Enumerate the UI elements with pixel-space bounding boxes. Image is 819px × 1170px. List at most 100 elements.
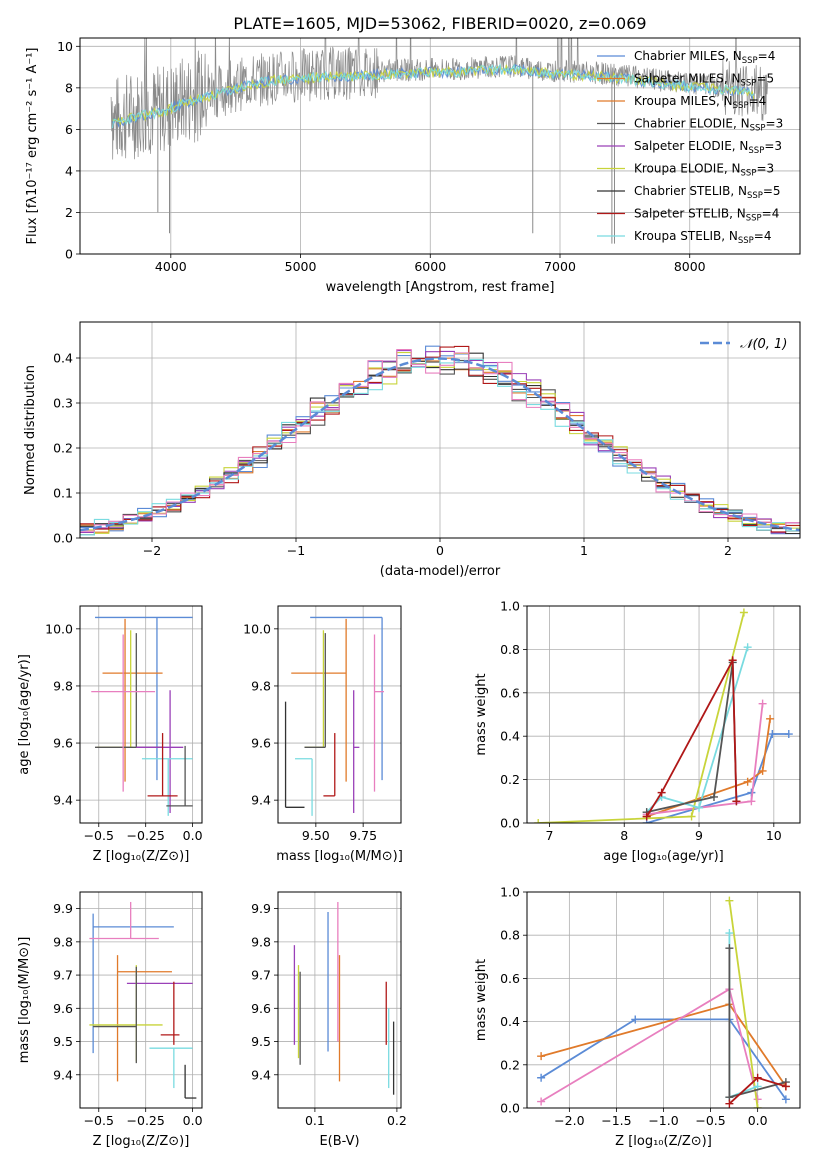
x-tick-label: 0 xyxy=(436,543,444,558)
mass-weight-series-line xyxy=(728,900,759,1108)
data-point-marker xyxy=(695,803,704,812)
data-point-marker xyxy=(739,608,748,617)
figure-title: PLATE=1605, MJD=53062, FIBERID=0020, z=0… xyxy=(233,14,646,33)
data-point-marker xyxy=(534,819,543,823)
x-tick-label: −1 xyxy=(287,543,305,558)
axes-frame xyxy=(277,605,402,824)
x-tick-label: 7000 xyxy=(544,259,576,274)
x-axis-label: (data-model)/error xyxy=(380,564,501,579)
data-point-marker xyxy=(766,714,775,723)
x-tick-label: −2 xyxy=(143,543,161,558)
x-tick-label: 10 xyxy=(766,828,782,843)
x-axis-label: Z [log₁₀(Z/Z⊙)] xyxy=(93,849,190,864)
x-tick-label: 7 xyxy=(545,828,553,843)
x-tick-label: 0.0 xyxy=(748,1113,768,1128)
data-point-marker xyxy=(758,766,767,775)
data-point-marker xyxy=(725,944,734,953)
y-tick-label: 0.4 xyxy=(500,1014,520,1029)
x-tick-label: −1.0 xyxy=(648,1113,678,1128)
x-tick-label: 1 xyxy=(580,543,588,558)
x-tick-label: −0.5 xyxy=(84,1113,114,1128)
data-point-marker xyxy=(728,656,737,665)
y-tick-label: 0.4 xyxy=(500,729,520,744)
y-tick-label: 0 xyxy=(65,247,73,262)
age-vs-mass-chart: 9.50 9.75 9.4 9.6 9.8 10.0 mass [log₁₀(M/M⊙)] xyxy=(243,605,403,864)
y-tick-label: 9.5 xyxy=(251,1034,271,1049)
y-tick-label: 9.9 xyxy=(53,901,73,916)
histogram-series-line xyxy=(80,345,800,533)
legend-entry: Kroupa ELODIE, NSSP=3 xyxy=(634,162,774,179)
data-point-marker xyxy=(784,730,793,739)
plot-area xyxy=(89,901,197,1099)
data-point-marker xyxy=(743,643,752,652)
legend-entry: Kroupa STELIB, NSSP=4 xyxy=(634,229,772,246)
data-point-marker xyxy=(781,1095,790,1104)
plot-area xyxy=(534,608,793,823)
x-axis-label: Z [log₁₀(Z/Z⊙)] xyxy=(93,1134,190,1149)
y-tick-label: 4 xyxy=(65,163,73,178)
axes-frame xyxy=(79,605,203,824)
x-tick-label: −2.0 xyxy=(554,1113,584,1128)
age-vs-metallicity-chart: −0.5 −0.25 0.0 9.4 9.6 9.8 10.0 Z [log₁₀(Z/Z⊙)]… xyxy=(17,605,203,864)
y-tick-label: 0.0 xyxy=(500,1101,520,1116)
legend-entry: Chabrier STELIB, NSSP=5 xyxy=(634,184,781,201)
y-tick-label: 0.8 xyxy=(500,928,520,943)
mass-vs-metallicity-chart: −0.5 −0.25 0.0 9.4 9.5 9.6 9.7 9.8 9.9 Z [log₁₀(Z… xyxy=(17,891,203,1149)
y-tick-label: 8 xyxy=(65,80,73,95)
x-tick-label: 6000 xyxy=(414,259,446,274)
y-tick-label: 0.1 xyxy=(53,486,73,501)
x-tick-label: 9 xyxy=(695,828,703,843)
y-axis-label: mass [log₁₀(M/M⊙)] xyxy=(17,937,32,1064)
axes-frame xyxy=(79,891,203,1109)
data-point-marker xyxy=(753,1104,762,1108)
y-tick-label: 9.6 xyxy=(251,1001,271,1016)
y-tick-label: 9.8 xyxy=(251,934,271,949)
x-tick-label: −1.5 xyxy=(601,1113,631,1128)
y-tick-label: 0.2 xyxy=(53,441,73,456)
y-tick-label: 0.4 xyxy=(53,351,73,366)
y-tick-label: 0.3 xyxy=(53,396,73,411)
plot-area xyxy=(293,901,395,1095)
y-tick-label: 10.0 xyxy=(243,621,271,636)
mass-weight-series-line xyxy=(645,656,738,817)
y-axis-label: Flux [fλ10⁻¹⁷ erg cm⁻² s⁻¹ A⁻¹] xyxy=(25,48,40,245)
y-tick-label: 10 xyxy=(57,39,73,54)
data-point-marker xyxy=(537,1097,546,1106)
y-tick-label: 1.0 xyxy=(500,885,520,900)
y-tick-label: 9.4 xyxy=(53,1067,73,1082)
data-point-marker xyxy=(657,788,666,797)
data-point-marker xyxy=(725,1099,734,1108)
x-axis-label: E(B-V) xyxy=(319,1134,359,1149)
legend-entry: Salpeter STELIB, NSSP=4 xyxy=(634,207,779,224)
x-tick-label: 9.75 xyxy=(349,828,377,843)
x-tick-label: 0.0 xyxy=(183,1113,203,1128)
y-tick-label: 9.7 xyxy=(53,968,73,983)
axes-frame xyxy=(277,891,402,1109)
x-tick-label: −0.25 xyxy=(127,1113,165,1128)
y-axis-label: mass weight xyxy=(474,959,489,1041)
x-tick-label: 2 xyxy=(724,543,732,558)
legend-entry: Chabrier ELODIE, NSSP=3 xyxy=(634,117,783,134)
histogram-series-line xyxy=(80,357,800,536)
x-tick-label: 0.1 xyxy=(305,1113,325,1128)
weight-vs-age-chart: 7 8 9 10 0.0 0.2 0.4 0.6 0.8 1.0 age [log₁₀(age/yr… xyxy=(474,599,801,864)
plot-area xyxy=(537,896,790,1108)
x-tick-label: 5000 xyxy=(285,259,317,274)
plot-area xyxy=(80,345,800,536)
y-tick-label: 9.8 xyxy=(53,934,73,949)
x-tick-label: 8 xyxy=(620,828,628,843)
normal-curve-line xyxy=(80,357,800,532)
y-tick-label: 0.6 xyxy=(500,685,520,700)
y-tick-label: 10.0 xyxy=(45,621,73,636)
data-point-marker xyxy=(687,812,696,821)
legend-entry: Salpeter MILES, NSSP=5 xyxy=(634,72,774,89)
spectrum-model-line xyxy=(111,63,755,129)
plot-area xyxy=(110,38,768,244)
y-tick-label: 9.9 xyxy=(251,901,271,916)
plot-area xyxy=(284,616,384,816)
axes-frame xyxy=(79,321,801,539)
legend-entry: Chabrier MILES, NSSP=4 xyxy=(634,49,775,66)
plot-area xyxy=(91,616,193,816)
y-axis-label: age [log₁₀(age/yr)] xyxy=(17,654,32,775)
data-point-marker xyxy=(768,730,777,739)
